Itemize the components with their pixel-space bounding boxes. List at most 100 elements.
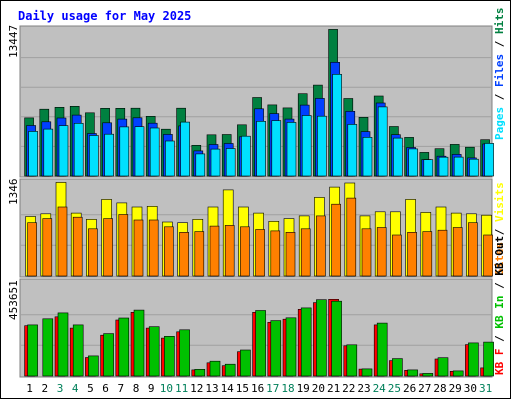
x-tick-label: 25 [388,382,401,395]
legend-separator: / [493,222,506,242]
x-tick-label: 5 [87,382,94,395]
bar-kb-in-day-11 [179,329,190,377]
bar-pages-day-24 [377,106,388,177]
bar-kb-in-day-28 [437,357,449,377]
legend-item-kb-out: KB Out [493,236,506,276]
bar-pages-day-27 [423,159,434,177]
x-tick-label: 23 [357,382,370,395]
bar-kb-in-day-24 [376,322,388,377]
bar-kb-in-day-10 [164,335,175,377]
x-tick-label: 27 [418,382,431,395]
legend-panel-1: Pages / Files / Hits [493,8,506,141]
bar-pages-day-10 [165,140,175,177]
x-tick-label: 19 [297,382,310,395]
bar-kb-in-day-12 [194,368,206,377]
x-tick-label: 13 [205,382,218,395]
bar-kb-in-day-16 [255,310,266,377]
bar-kb-in-day-26 [407,369,418,377]
bar-pages-day-29 [453,156,464,177]
bar-sites-day-26 [407,232,417,277]
bar-sites-day-25 [392,234,402,277]
bar-sites-day-18 [285,232,296,277]
bar-kb-in-day-19 [300,307,312,377]
panel-kbytes-ymax-label: 453651 [7,280,20,320]
x-tick-label: 31 [479,382,492,395]
bar-kb-in-day-27 [422,373,434,377]
bar-kb-in-day-18 [285,317,297,377]
bar-sites-day-9 [148,219,159,277]
bar-sites-day-30 [468,222,478,277]
bar-kb-in-day-4 [72,324,84,377]
bar-sites-day-6 [103,218,113,277]
legend-separator: / [493,34,506,54]
x-tick-label: 1 [26,382,33,395]
bar-pages-day-21 [332,74,342,177]
bar-sites-day-19 [300,228,311,277]
legend-item-hits: Hits [493,8,506,35]
bar-sites-day-5 [88,228,98,277]
legend-item-kb-in: KB In [493,296,506,329]
bar-pages-day-8 [134,126,145,177]
bar-pages-day-7 [119,126,130,177]
x-tick-label: 6 [102,382,109,395]
bar-kb-in-day-17 [270,320,282,377]
bar-kb-in-day-20 [316,299,327,377]
bar-pages-day-1 [28,131,38,177]
bar-pages-day-3 [58,125,69,177]
bar-pages-day-26 [408,148,418,177]
x-tick-label: 8 [133,382,140,395]
x-tick-label: 16 [251,382,264,395]
bar-kb-in-day-21 [331,300,342,377]
bar-pages-day-23 [362,137,373,177]
bar-pages-day-4 [73,123,84,177]
bar-sites-day-29 [452,227,463,277]
bar-kb-in-day-9 [148,326,160,377]
panel-hits-ymax-label: 13447 [7,25,20,58]
bar-sites-day-15 [240,226,250,277]
bar-kb-in-day-25 [392,358,403,377]
x-tick-label: 22 [342,382,355,395]
bar-sites-day-20 [316,215,326,277]
bar-kb-in-day-30 [468,342,479,377]
x-tick-label: 9 [148,382,155,395]
bar-kb-in-day-15 [240,349,251,377]
bar-kb-in-day-8 [133,309,145,377]
bar-pages-day-18 [286,122,297,177]
bar-sites-day-8 [133,219,144,277]
bar-pages-day-17 [271,120,282,177]
bar-sites-day-22 [346,197,357,277]
bar-pages-day-30 [469,158,479,177]
x-tick-label: 18 [281,382,294,395]
x-tick-label: 11 [175,382,188,395]
legend-panel-3: KB F / KB In / KB Out [493,236,506,375]
bar-kb-in-day-2 [42,318,54,377]
bar-pages-day-11 [180,121,190,177]
bar-pages-day-5 [89,135,99,177]
bar-pages-day-13 [210,148,221,177]
bar-kb-in-day-6 [103,333,114,377]
bar-pages-day-31 [484,143,494,177]
bar-pages-day-19 [301,115,312,177]
x-tick-label: 29 [449,382,462,395]
bar-sites-day-4 [72,216,83,277]
bar-sites-day-23 [361,228,372,277]
bar-kb-in-day-14 [224,363,236,377]
bar-sites-day-2 [42,218,53,277]
legend-item-files: Files [493,54,506,87]
bar-sites-day-17 [270,230,281,277]
bar-sites-day-10 [164,226,174,277]
x-tick-label: 2 [41,382,48,395]
bar-sites-day-27 [422,231,433,277]
bar-sites-day-31 [483,234,493,277]
bar-pages-day-20 [317,115,327,177]
legend-separator: / [493,87,506,107]
bar-kb-in-day-22 [346,344,358,377]
bar-kb-in-day-3 [57,312,69,377]
bar-sites-day-28 [437,229,448,277]
bar-pages-day-12 [195,153,206,177]
panel-visits-ymax-label: 1346 [7,179,20,206]
legend-item-pages: Pages [493,107,506,140]
x-tick-label: 24 [373,382,387,395]
legend-item-sites: Sites [493,242,506,275]
bar-sites-day-24 [376,227,387,277]
